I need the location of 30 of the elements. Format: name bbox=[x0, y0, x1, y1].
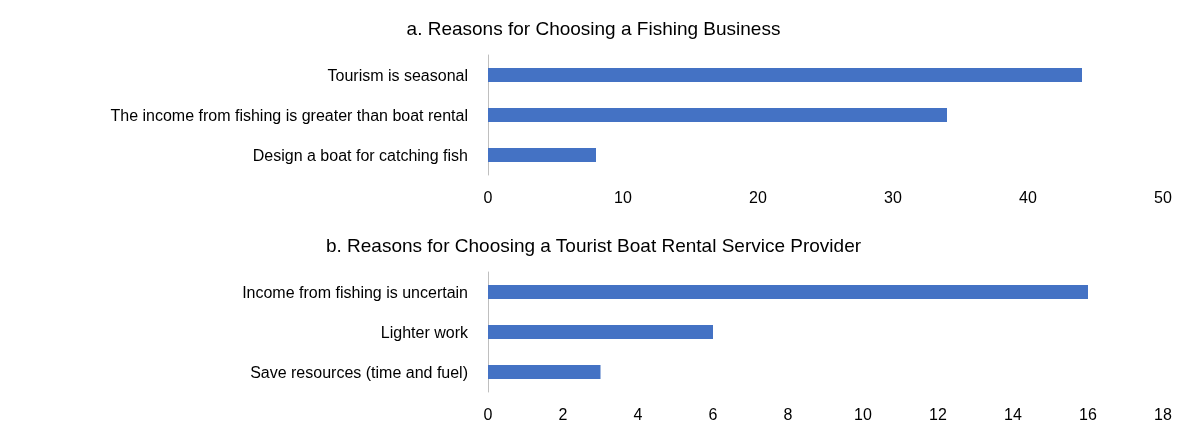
y-tick-label: Save resources (time and fuel) bbox=[250, 363, 468, 381]
x-tick-label: 8 bbox=[783, 405, 793, 423]
bar bbox=[488, 108, 947, 122]
y-tick-label: Design a boat for catching fish bbox=[252, 146, 468, 164]
x-tick-label: 10 bbox=[614, 188, 632, 206]
x-tick-label: 4 bbox=[633, 405, 643, 423]
x-tick-label: 6 bbox=[708, 405, 718, 423]
chart-title: b. Reasons for Choosing a Tourist Boat Rental Service Provider bbox=[325, 235, 862, 256]
x-tick-label: 30 bbox=[884, 188, 902, 206]
bar bbox=[488, 68, 1082, 82]
y-tick-label: The income from fishing is greater than boat rental bbox=[110, 106, 468, 124]
x-tick-label: 18 bbox=[1154, 405, 1172, 423]
y-tick-label: Tourism is seasonal bbox=[327, 66, 468, 84]
x-tick-label: 2 bbox=[558, 405, 568, 423]
x-tick-label: 20 bbox=[749, 188, 767, 206]
x-tick-label: 10 bbox=[854, 405, 872, 423]
x-tick-label: 0 bbox=[483, 405, 493, 423]
x-tick-label: 12 bbox=[929, 405, 947, 423]
bar bbox=[488, 148, 596, 162]
y-tick-label: Income from fishing is uncertain bbox=[242, 283, 468, 301]
x-tick-label: 14 bbox=[1004, 405, 1022, 423]
bar bbox=[488, 365, 601, 379]
x-tick-label: 16 bbox=[1079, 405, 1097, 423]
y-tick-label: Lighter work bbox=[380, 323, 469, 341]
bar bbox=[488, 325, 713, 339]
x-tick-label: 50 bbox=[1154, 188, 1172, 206]
x-tick-label: 40 bbox=[1019, 188, 1037, 206]
chart-title: a. Reasons for Choosing a Fishing Business bbox=[406, 18, 781, 39]
bar bbox=[488, 285, 1088, 299]
x-tick-label: 0 bbox=[483, 188, 493, 206]
